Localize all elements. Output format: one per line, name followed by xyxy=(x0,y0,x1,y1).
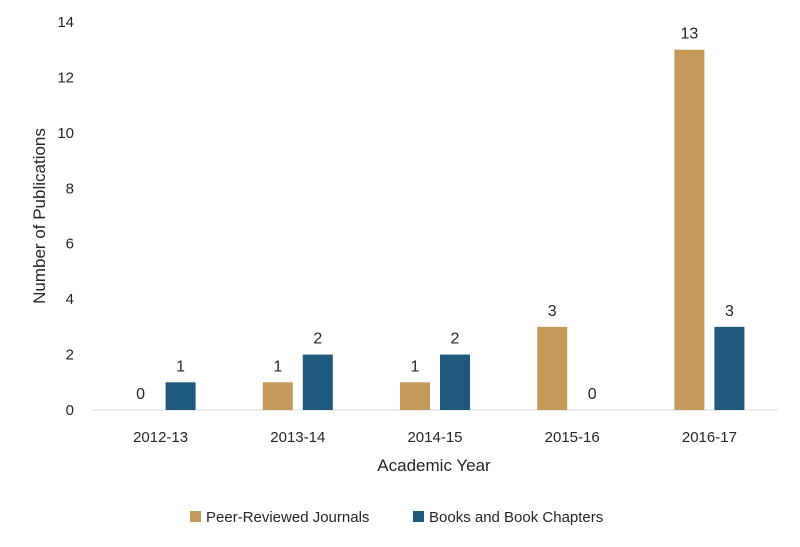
x-tick-label-2012-13: 2012-13 xyxy=(133,429,188,446)
data-label-books-and-book-chapters-2014-15: 2 xyxy=(451,331,460,348)
y-axis-title: Number of Publications xyxy=(30,128,49,304)
data-label-books-and-book-chapters-2012-13: 1 xyxy=(176,358,185,375)
y-tick-label: 0 xyxy=(66,402,74,419)
y-tick-label: 8 xyxy=(66,180,74,197)
y-axis-ticks: 0 2 4 6 8 10 12 14 xyxy=(57,14,74,419)
x-tick-label-2016-17: 2016-17 xyxy=(682,429,737,446)
bar-peer-reviewed-journals-2015-16 xyxy=(537,326,568,410)
bar-peer-reviewed-journals-2014-15 xyxy=(400,382,430,410)
data-label-books-and-book-chapters-2013-14: 2 xyxy=(313,331,322,348)
x-tick-label-2013-14: 2013-14 xyxy=(270,429,325,446)
y-tick-label: 4 xyxy=(66,291,74,308)
x-tick-label-2014-15: 2014-15 xyxy=(407,429,462,446)
x-axis-ticks: 2012-13 2013-14 2014-15 2015-16 2016-17 xyxy=(133,429,737,446)
legend-label-peer-reviewed-journals: Peer-Reviewed Journals xyxy=(206,509,369,526)
x-axis-title: Academic Year xyxy=(377,456,491,475)
data-label-peer-reviewed-journals-2015-16: 3 xyxy=(548,303,557,320)
y-tick-label: 12 xyxy=(57,69,74,86)
data-labels: 0 1 1 2 1 2 3 0 13 3 xyxy=(136,26,734,403)
y-tick-label: 10 xyxy=(57,125,74,142)
y-tick-label: 2 xyxy=(66,347,74,364)
x-tick-label-2015-16: 2015-16 xyxy=(545,429,600,446)
bar-books-and-book-chapters-2014-15 xyxy=(440,354,470,410)
data-label-peer-reviewed-journals-2014-15: 1 xyxy=(411,358,420,375)
bar-peer-reviewed-journals-2016-17 xyxy=(674,49,705,410)
y-tick-label: 6 xyxy=(66,236,74,253)
bar-books-and-book-chapters-2012-13 xyxy=(165,382,196,410)
bar-books-and-book-chapters-2013-14 xyxy=(302,354,333,410)
bar-peer-reviewed-journals-2013-14 xyxy=(262,382,293,410)
data-label-books-and-book-chapters-2015-16: 0 xyxy=(588,386,597,403)
bars xyxy=(165,49,745,410)
data-label-books-and-book-chapters-2016-17: 3 xyxy=(725,303,734,320)
legend: Peer-Reviewed Journals Books and Book Ch… xyxy=(190,509,603,526)
legend-swatch-books-and-book-chapters xyxy=(413,511,424,522)
data-label-peer-reviewed-journals-2012-13: 0 xyxy=(136,386,145,403)
data-label-peer-reviewed-journals-2013-14: 1 xyxy=(273,358,282,375)
data-label-peer-reviewed-journals-2016-17: 13 xyxy=(681,26,699,43)
y-tick-label: 14 xyxy=(57,14,74,31)
legend-swatch-peer-reviewed-journals xyxy=(190,511,201,522)
legend-label-books-and-book-chapters: Books and Book Chapters xyxy=(429,509,603,526)
bar-books-and-book-chapters-2016-17 xyxy=(714,326,745,410)
